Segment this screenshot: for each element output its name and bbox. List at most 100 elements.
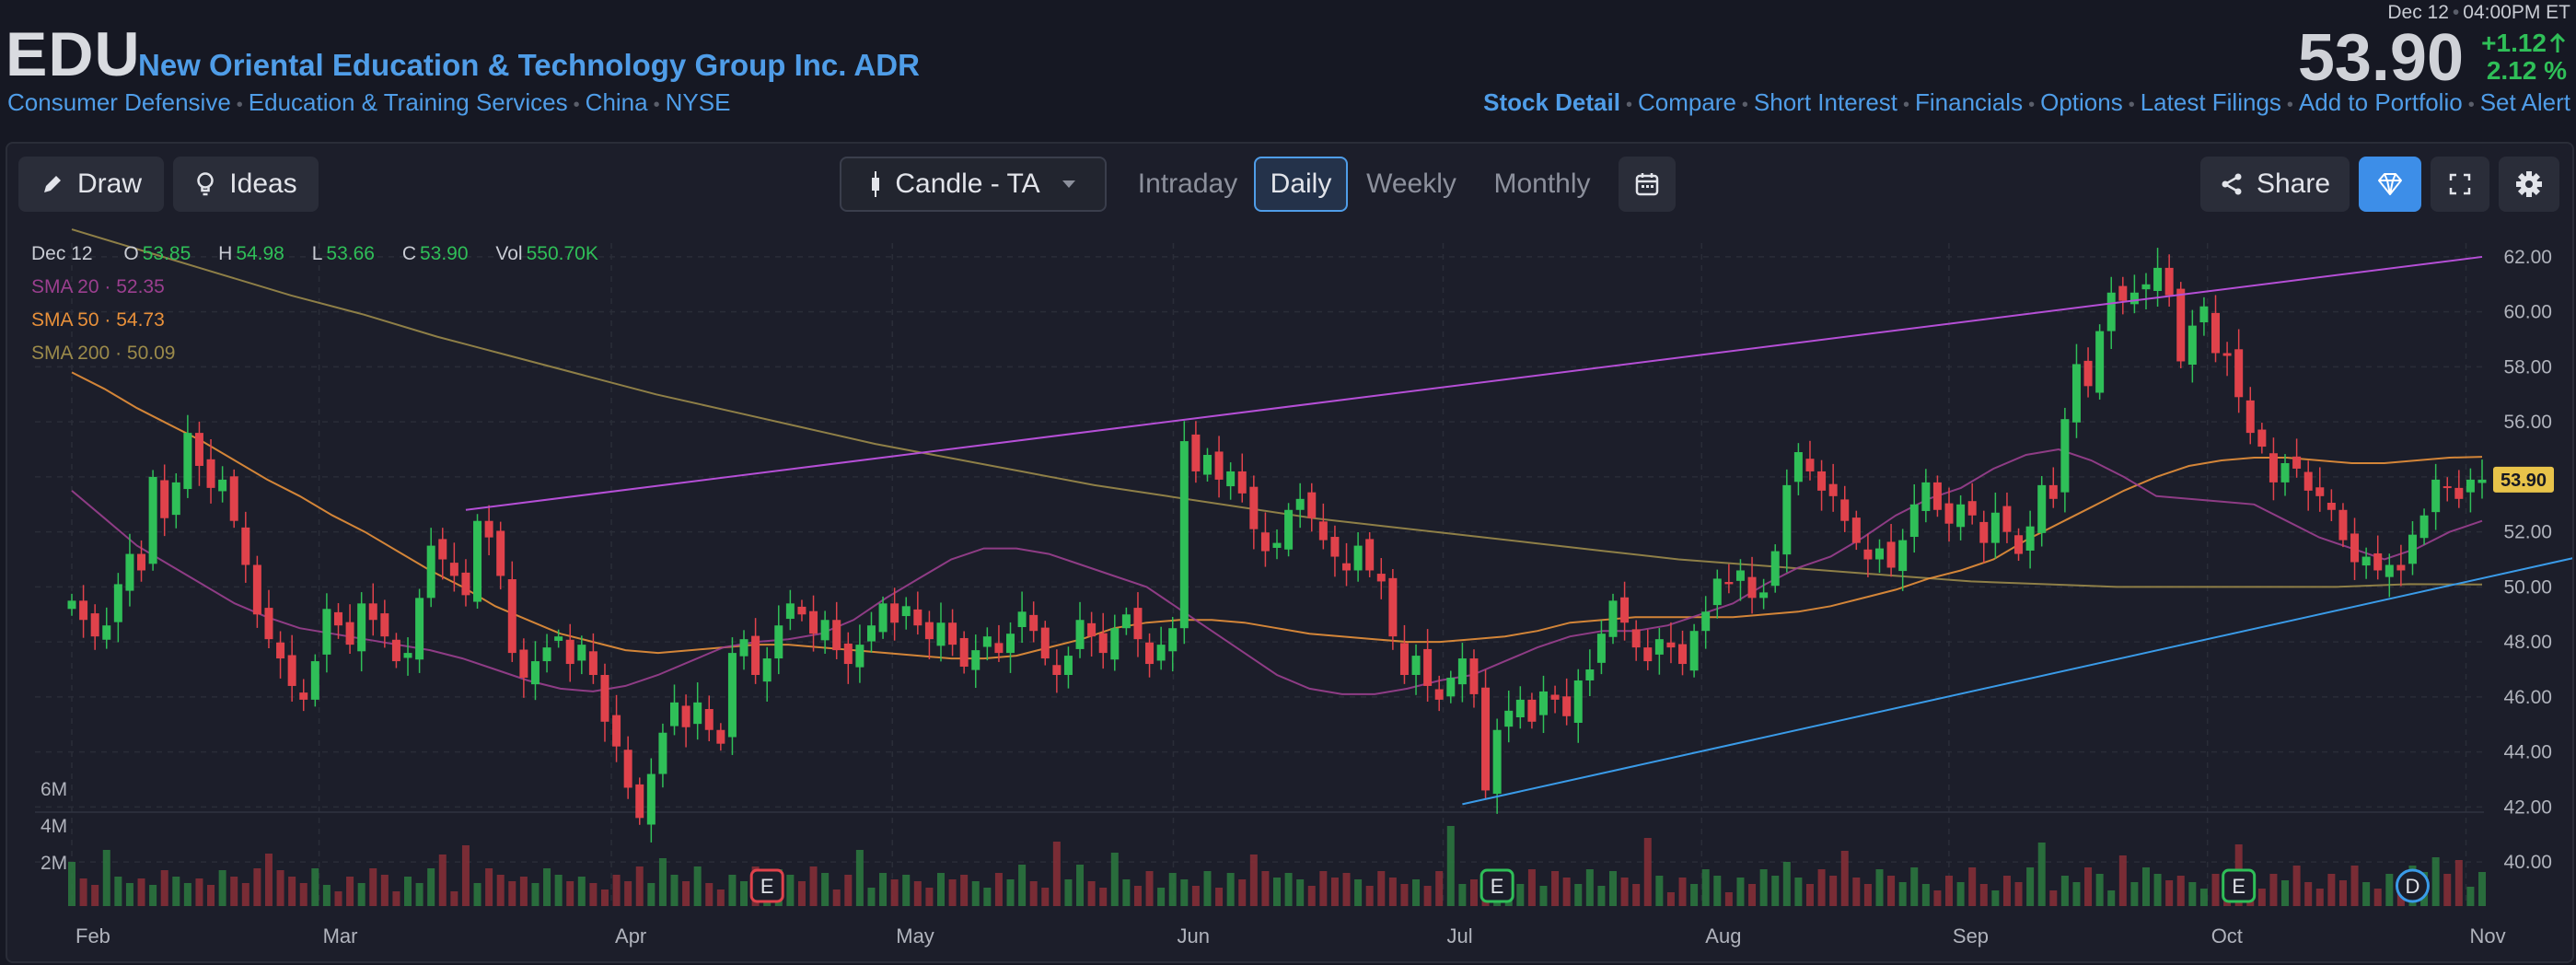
candle-body — [1921, 482, 1931, 511]
link-options[interactable]: Options — [2040, 88, 2123, 116]
candle — [1921, 469, 1931, 523]
candle-body — [646, 773, 656, 825]
premium-button[interactable] — [2359, 157, 2421, 212]
candle — [878, 596, 888, 639]
candle — [415, 588, 424, 673]
candle — [1318, 503, 1328, 550]
calendar-icon — [1634, 171, 1660, 197]
candle — [496, 521, 505, 590]
link-stock-detail[interactable]: Stock Detail — [1483, 88, 1620, 116]
lightbulb-icon — [194, 171, 216, 197]
candle-body — [2385, 564, 2394, 577]
event-badge — [749, 868, 784, 903]
candle-body — [1330, 537, 1340, 557]
link-short-interest[interactable]: Short Interest — [1753, 88, 1897, 116]
chart-type-select[interactable]: Candle - TA — [840, 157, 1107, 212]
candle-body — [1492, 729, 1502, 795]
candle-body — [125, 553, 134, 591]
candle — [1388, 568, 1398, 650]
event-badge — [1479, 868, 1514, 903]
candle — [357, 592, 366, 672]
candle — [936, 602, 946, 662]
draw-button[interactable]: Draw — [18, 157, 164, 212]
candle — [2129, 274, 2139, 314]
link-latest-filings[interactable]: Latest Filings — [2140, 88, 2281, 116]
candle-body — [1944, 503, 1954, 524]
volume-bar — [2257, 889, 2266, 906]
company-name[interactable]: New Oriental Education & Technology Grou… — [138, 48, 920, 82]
volume-bar — [1435, 871, 1444, 906]
candle — [1446, 670, 1456, 703]
candle — [1040, 621, 1050, 666]
x-tick-label: Aug — [1705, 924, 1741, 948]
candle-body — [2466, 479, 2475, 493]
volume-bar — [2373, 889, 2382, 906]
tab-monthly[interactable]: Monthly — [1493, 169, 1591, 199]
candle — [1770, 544, 1780, 593]
chart-panel: Draw Ideas Candle - TA Intraday Daily We… — [6, 142, 2574, 963]
candle — [994, 624, 1004, 662]
candle-body — [588, 651, 598, 675]
candle-body — [183, 433, 192, 490]
link-compare[interactable]: Compare — [1637, 88, 1736, 116]
tab-weekly[interactable]: Weekly — [1366, 169, 1456, 199]
chart-type-label: Candle - TA — [895, 169, 1040, 199]
candle — [1573, 669, 1583, 743]
candle — [658, 723, 667, 788]
candle — [913, 591, 922, 635]
volume-bar — [2188, 882, 2197, 906]
candle — [2176, 282, 2186, 368]
volume-bar — [496, 875, 505, 906]
candle-body — [994, 643, 1004, 654]
candle — [600, 663, 609, 742]
meta-sector[interactable]: Consumer Defensive — [7, 88, 231, 116]
volume-bar — [1041, 888, 1050, 906]
volume-bar — [1377, 871, 1386, 906]
volume-bar — [1863, 884, 1872, 906]
candle-body — [1295, 498, 1305, 510]
settings-button[interactable] — [2499, 157, 2559, 212]
candle-body — [473, 520, 482, 602]
candle-body — [2245, 400, 2255, 434]
tab-intraday[interactable]: Intraday — [1137, 169, 1238, 199]
meta-exchange[interactable]: NYSE — [665, 88, 731, 116]
candle-body — [1759, 592, 1769, 599]
x-tick-label: Oct — [2211, 924, 2243, 948]
fullscreen-button[interactable] — [2431, 157, 2489, 212]
price-chart[interactable]: 62.0060.0058.0056.0054.0052.0050.0048.00… — [7, 144, 2572, 961]
ideas-button[interactable]: Ideas — [173, 157, 319, 212]
volume-bar — [137, 878, 145, 906]
tab-daily[interactable]: Daily — [1254, 157, 1348, 212]
volume-bar — [461, 845, 470, 906]
candle-body — [2327, 502, 2336, 510]
candle — [739, 630, 748, 670]
candle — [310, 654, 319, 707]
candle-body — [670, 702, 679, 727]
candle-body — [2141, 284, 2151, 290]
candle-body — [1075, 620, 1085, 649]
candle — [1457, 643, 1467, 703]
share-button[interactable]: Share — [2200, 157, 2350, 212]
date-range-button[interactable] — [1619, 157, 1676, 212]
candle — [299, 679, 308, 712]
candle-body — [982, 636, 992, 647]
candle — [2361, 547, 2371, 579]
volume-bar — [1133, 886, 1142, 906]
candle-body — [1260, 532, 1270, 552]
candle — [2106, 276, 2116, 350]
meta-country[interactable]: China — [585, 88, 648, 116]
candle — [1886, 523, 1896, 577]
volume-bar — [68, 862, 75, 906]
link-set-alert[interactable]: Set Alert — [2479, 88, 2570, 116]
volume-bar — [1168, 873, 1177, 906]
link-financials[interactable]: Financials — [1915, 88, 2024, 116]
last-price-label: 53.90 — [2501, 471, 2547, 491]
volume-bar — [1423, 886, 1432, 906]
candle-body — [762, 658, 772, 682]
link-add-to-portfolio[interactable]: Add to Portfolio — [2298, 88, 2463, 116]
volume-bar — [1666, 892, 1675, 906]
x-tick-label: Jun — [1177, 924, 1209, 948]
candle — [635, 777, 644, 825]
meta-industry[interactable]: Education & Training Services — [248, 88, 568, 116]
candle — [1608, 593, 1618, 645]
